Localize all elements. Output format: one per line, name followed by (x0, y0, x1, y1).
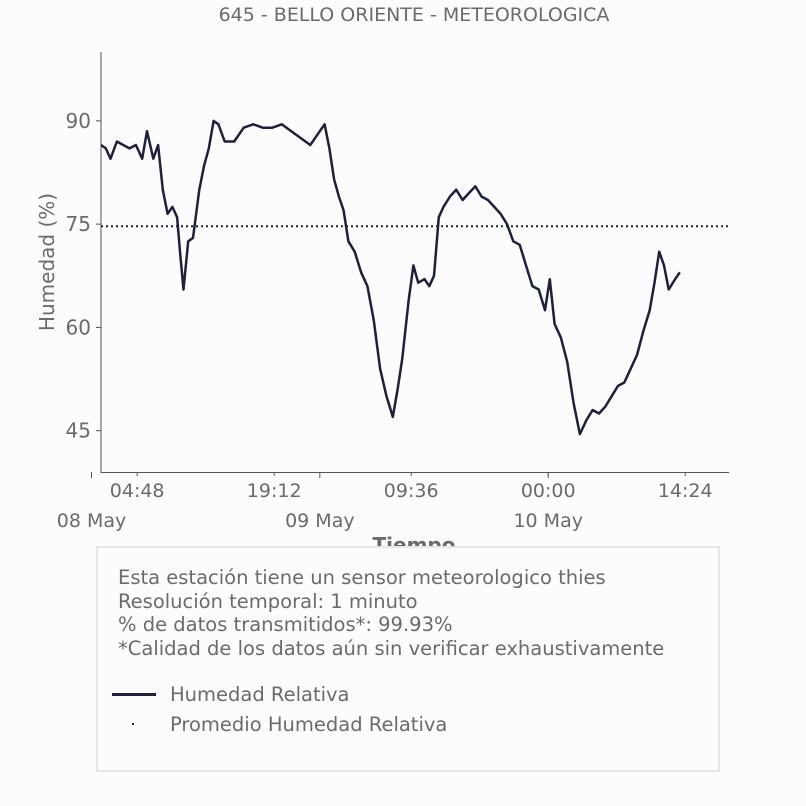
x-date-tick-label: 08 May (57, 510, 127, 532)
y-axis-label: Humedad (%) (35, 193, 59, 331)
chart: 645 - BELLO ORIENTE - METEOROLOGICA 45 60… (35, 4, 729, 546)
x-date-tick-label: 10 May (513, 510, 583, 532)
legend-box: Esta estación tiene un sensor meteorolog… (96, 546, 720, 772)
x-axis-ticks: 04:48 19:12 09:36 00:00 14:24 08 May 09 May 10 … (57, 472, 713, 532)
station-info: Esta estación tiene un sensor meteorolog… (118, 566, 664, 660)
x-date-tick-label: 09 May (285, 510, 355, 532)
legend-swatch-solid-line (110, 682, 156, 706)
x-axis-label: Tiempo (373, 533, 456, 546)
info-line-transmitted: % de datos transmitidos*: 99.93% (118, 613, 453, 636)
humidity-series-line (100, 119, 681, 436)
chart-title: 645 - BELLO ORIENTE - METEOROLOGICA (219, 4, 610, 26)
y-tick-label: 60 (66, 315, 91, 339)
legend-swatch-dotted-line (110, 712, 156, 736)
y-tick-label: 75 (66, 212, 91, 236)
y-tick-label: 90 (66, 109, 91, 133)
info-line-resolution: Resolución temporal: 1 minuto (118, 589, 418, 613)
x-time-tick-label: 09:36 (384, 480, 439, 502)
legend-label-humidity: Humedad Relativa (170, 682, 350, 706)
x-time-tick-label: 19:12 (247, 480, 302, 502)
x-time-tick-label: 04:48 (110, 480, 165, 502)
info-line-quality-note: *Calidad de los datos aún sin verificar … (118, 636, 665, 660)
legend-entry-humidity: Humedad Relativa (110, 682, 350, 706)
y-axis-ticks: 45 60 75 90 (66, 109, 101, 443)
x-time-tick-label: 14:24 (658, 480, 713, 502)
legend-entry-average: Promedio Humedad Relativa (110, 712, 447, 736)
info-line-sensor: Esta estación tiene un sensor meteorolog… (118, 566, 606, 589)
x-time-tick-label: 00:00 (521, 480, 576, 502)
legend-label-average: Promedio Humedad Relativa (170, 712, 448, 736)
y-tick-label: 45 (66, 419, 91, 443)
